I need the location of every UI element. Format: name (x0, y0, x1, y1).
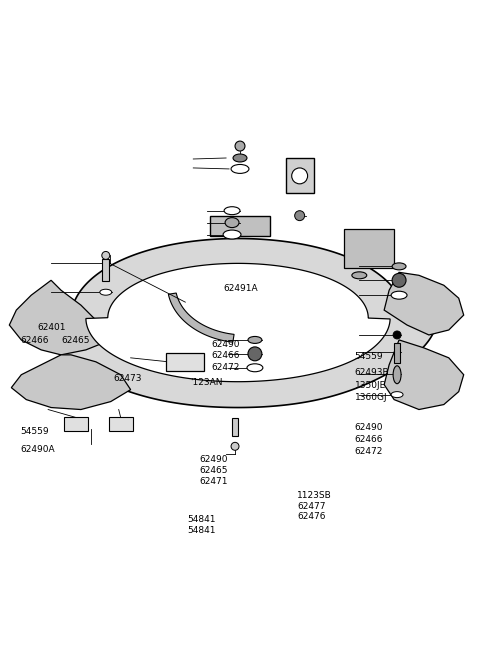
Text: 62471: 62471 (199, 477, 228, 486)
Circle shape (295, 211, 305, 221)
Circle shape (292, 168, 308, 184)
Text: 62466: 62466 (355, 435, 383, 444)
Text: 1360GJ: 1360GJ (355, 394, 387, 402)
Text: 62466: 62466 (21, 336, 49, 345)
Circle shape (393, 331, 401, 339)
Ellipse shape (223, 230, 241, 239)
Polygon shape (168, 293, 234, 342)
Ellipse shape (225, 217, 239, 227)
Polygon shape (9, 281, 111, 355)
Polygon shape (12, 355, 131, 409)
Text: 62465: 62465 (61, 336, 90, 345)
Text: 62476: 62476 (297, 512, 326, 521)
Polygon shape (384, 340, 464, 409)
Text: 62401: 62401 (37, 323, 66, 332)
Bar (64, 417, 88, 432)
Bar (109, 417, 132, 432)
Text: 62490: 62490 (199, 455, 228, 464)
Text: 1123SB: 1123SB (297, 491, 332, 499)
Circle shape (392, 273, 406, 287)
Circle shape (102, 252, 110, 260)
Text: 54841: 54841 (188, 515, 216, 524)
Ellipse shape (100, 289, 112, 295)
Polygon shape (344, 229, 394, 268)
Ellipse shape (393, 366, 401, 384)
Text: 54841: 54841 (188, 526, 216, 535)
Bar (167, 353, 204, 371)
Polygon shape (384, 273, 464, 335)
Bar (286, 158, 313, 193)
Text: 62473: 62473 (114, 374, 142, 382)
Polygon shape (86, 263, 390, 382)
Text: 62490A: 62490A (21, 445, 55, 454)
Ellipse shape (391, 392, 403, 397)
Ellipse shape (233, 154, 247, 162)
Polygon shape (210, 215, 270, 236)
Ellipse shape (391, 291, 407, 299)
Text: 62477: 62477 (297, 502, 326, 510)
Text: 62490: 62490 (211, 340, 240, 349)
Text: 54559: 54559 (21, 427, 49, 436)
Text: 54559: 54559 (355, 352, 383, 361)
Bar (394, 343, 400, 363)
Text: 62465: 62465 (199, 466, 228, 476)
Text: '123AN: '123AN (190, 378, 222, 386)
Polygon shape (39, 238, 437, 407)
Ellipse shape (247, 364, 263, 372)
Circle shape (248, 347, 262, 361)
Text: 62491A: 62491A (223, 284, 258, 292)
Text: 62493B: 62493B (355, 368, 389, 376)
Bar (102, 260, 109, 281)
Text: 62472: 62472 (355, 447, 383, 456)
Ellipse shape (231, 164, 249, 173)
Ellipse shape (352, 272, 367, 279)
Ellipse shape (248, 336, 262, 344)
Circle shape (235, 141, 245, 151)
Bar (232, 419, 238, 436)
Text: 62466: 62466 (211, 351, 240, 361)
Text: 62490: 62490 (355, 423, 383, 432)
Ellipse shape (392, 263, 406, 270)
Ellipse shape (224, 207, 240, 215)
Text: 1350JE: 1350JE (355, 382, 386, 390)
Text: 62472: 62472 (211, 363, 240, 373)
Circle shape (231, 442, 239, 450)
